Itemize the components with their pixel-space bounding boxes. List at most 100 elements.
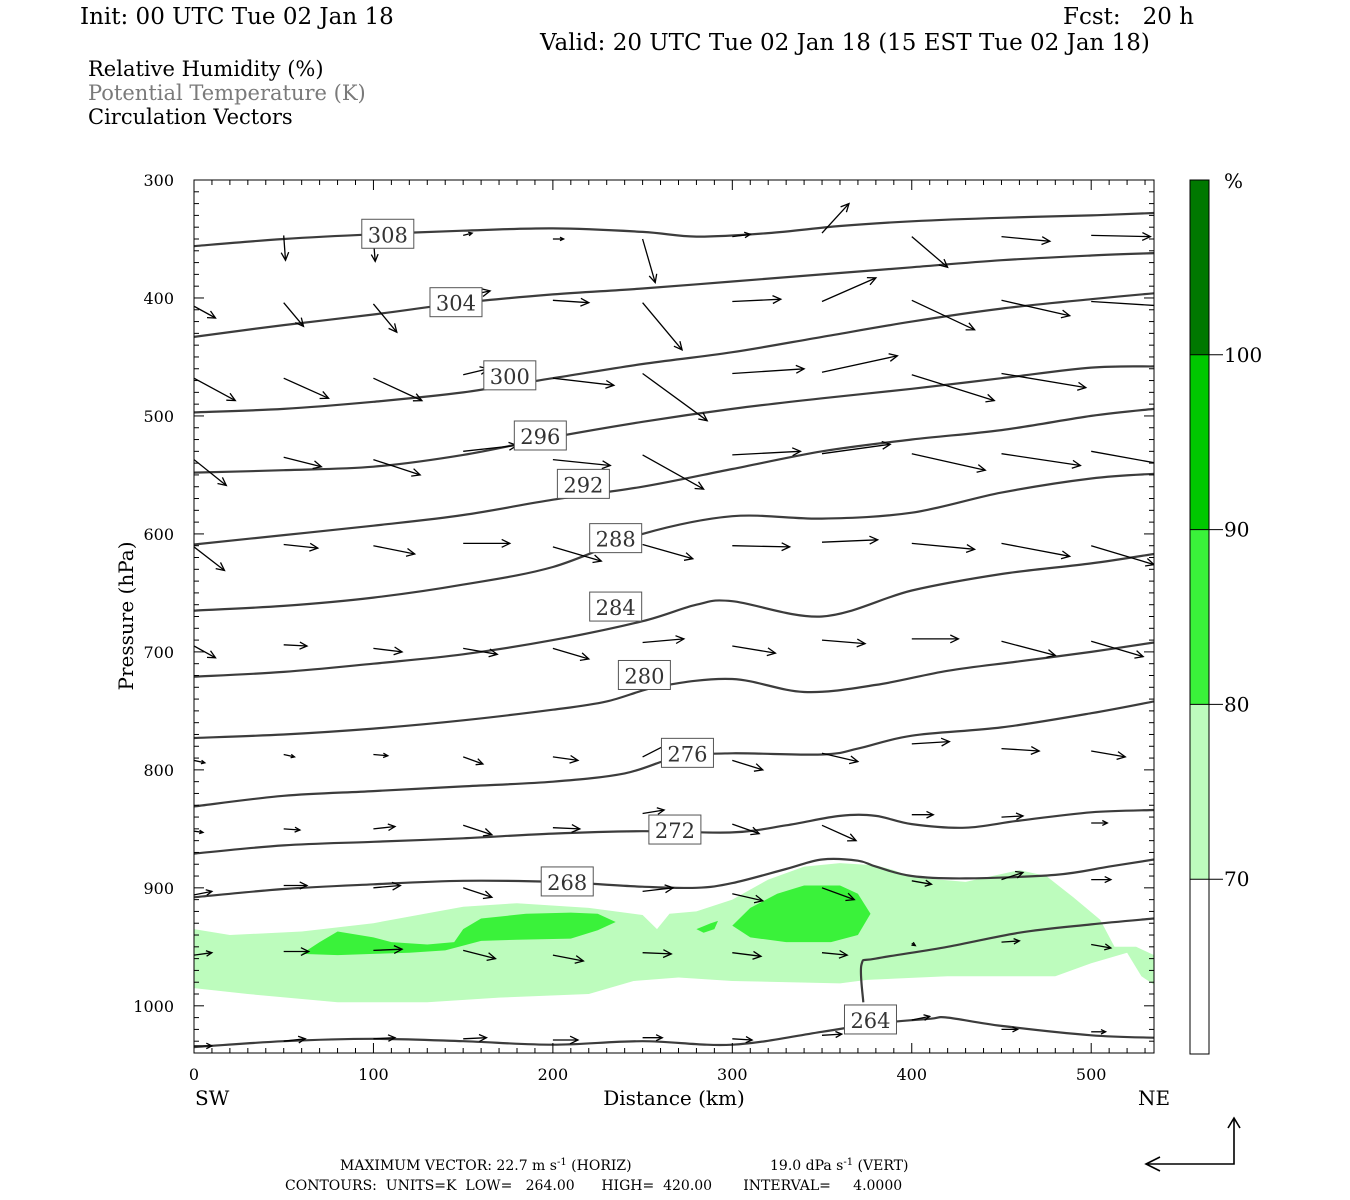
ne-end-label: NE <box>1138 1086 1170 1110</box>
circulation-vector <box>911 542 977 554</box>
contour-label-box <box>843 1004 897 1035</box>
y-tick-label: 500 <box>143 407 174 426</box>
circulation-vector <box>821 440 892 455</box>
contour-label-box <box>513 420 567 451</box>
circulation-vector <box>821 202 851 234</box>
circulation-vector <box>552 647 591 662</box>
circulation-vector <box>194 829 205 835</box>
circulation-vector <box>194 645 217 659</box>
circulation-vector <box>732 893 765 904</box>
x-tick-label: 100 <box>358 1065 389 1084</box>
circulation-vector <box>194 459 228 487</box>
vectors-title: Circulation Vectors <box>88 105 293 129</box>
circulation-vector <box>283 542 320 552</box>
circulation-vector <box>463 1033 488 1043</box>
circulation-vector <box>642 807 666 815</box>
max-vector-label: MAXIMUM VECTOR: 22.7 m s-1 (HORIZ) <box>340 1157 632 1174</box>
circulation-vector <box>1001 812 1025 821</box>
circulation-vector <box>821 535 880 545</box>
circulation-vector <box>552 458 612 470</box>
circulation-vector <box>194 889 214 896</box>
reference-vector-icon <box>1144 1116 1241 1172</box>
circulation-vector <box>372 303 398 334</box>
contour-label-box <box>556 468 610 499</box>
circulation-vector <box>821 949 849 959</box>
colorbar-swatch <box>1190 529 1209 705</box>
rh-region-80 <box>732 885 871 943</box>
circulation-vector <box>1001 235 1052 246</box>
circulation-vector <box>911 941 917 947</box>
circulation-vector <box>732 950 763 960</box>
theta-contour-280 <box>194 641 1154 740</box>
circulation-vector <box>373 646 404 656</box>
contour-label-box <box>589 523 643 554</box>
circulation-vector <box>1091 450 1154 464</box>
circulation-vector <box>283 302 305 328</box>
colorbar-label: 90 <box>1224 518 1249 542</box>
contour-label-280: 280 <box>624 664 664 688</box>
vector-layer <box>194 202 1154 1050</box>
circulation-vector <box>283 377 330 400</box>
rh-region-70 <box>194 863 1154 1003</box>
circulation-vector <box>463 231 474 237</box>
colorbar-label: 70 <box>1224 867 1249 891</box>
contour-label-276: 276 <box>667 742 707 766</box>
contour-label-264: 264 <box>850 1009 890 1033</box>
circulation-vector <box>821 887 856 902</box>
axis-ticks <box>193 179 1154 1054</box>
theta-contour-284 <box>194 552 1154 678</box>
x-tick-label: 0 <box>189 1065 199 1084</box>
colorbar: 70 80 90 100 <box>1189 179 1262 1055</box>
y-tick-label: 1000 <box>133 997 174 1016</box>
circulation-vector <box>373 881 402 891</box>
contour-label-300: 300 <box>490 365 530 389</box>
circulation-vector <box>194 377 237 402</box>
circulation-vector <box>642 543 695 561</box>
circulation-vector <box>732 447 802 457</box>
contour-label-box <box>617 659 671 690</box>
contour-label-268: 268 <box>547 871 587 895</box>
x-tick-label: 400 <box>896 1065 927 1084</box>
theta-contour-296 <box>194 365 1154 474</box>
contour-label-box <box>589 591 643 622</box>
rh-region-80 <box>301 912 616 956</box>
contour-label-296: 296 <box>520 425 560 449</box>
contour-label-292: 292 <box>563 473 603 497</box>
circulation-vector <box>1001 870 1025 881</box>
circulation-vector <box>194 950 214 957</box>
circulation-vector <box>373 1034 397 1042</box>
circulation-vector <box>911 374 996 403</box>
circulation-vector <box>283 881 309 890</box>
circulation-vector <box>373 545 417 557</box>
circulation-vector <box>732 759 765 772</box>
y-tick-label: 600 <box>143 525 174 544</box>
circulation-vector <box>1091 545 1154 567</box>
theta-contour-292 <box>194 407 1154 546</box>
contour-label-272: 272 <box>655 819 695 843</box>
circulation-vector <box>463 647 499 658</box>
circulation-vector <box>194 546 226 572</box>
colorbar-swatch <box>1190 354 1209 530</box>
circulation-vector <box>1091 640 1145 659</box>
contour-label-box <box>648 814 702 845</box>
circulation-vector <box>552 236 566 242</box>
circulation-vector <box>911 453 987 473</box>
circulation-vector <box>642 635 686 645</box>
circulation-vector <box>194 759 207 765</box>
circulation-vector <box>373 458 422 477</box>
theta-contour-300 <box>194 292 1154 414</box>
sw-end-label: SW <box>195 1086 230 1110</box>
circulation-vector <box>552 297 591 307</box>
circulation-vector <box>642 454 705 490</box>
circulation-vector <box>1001 542 1072 560</box>
circulation-vector <box>911 236 949 269</box>
circulation-vector <box>1001 1026 1020 1033</box>
circulation-vector <box>821 1030 844 1039</box>
contour-label-308: 308 <box>368 223 408 247</box>
circulation-vector <box>373 823 397 832</box>
circulation-vector <box>1001 299 1072 319</box>
theta-contour-304 <box>194 252 1154 338</box>
contours-info-label: CONTOURS: UNITS=K LOW= 264.00 HIGH= 420.… <box>285 1178 902 1194</box>
circulation-vector <box>283 641 309 650</box>
